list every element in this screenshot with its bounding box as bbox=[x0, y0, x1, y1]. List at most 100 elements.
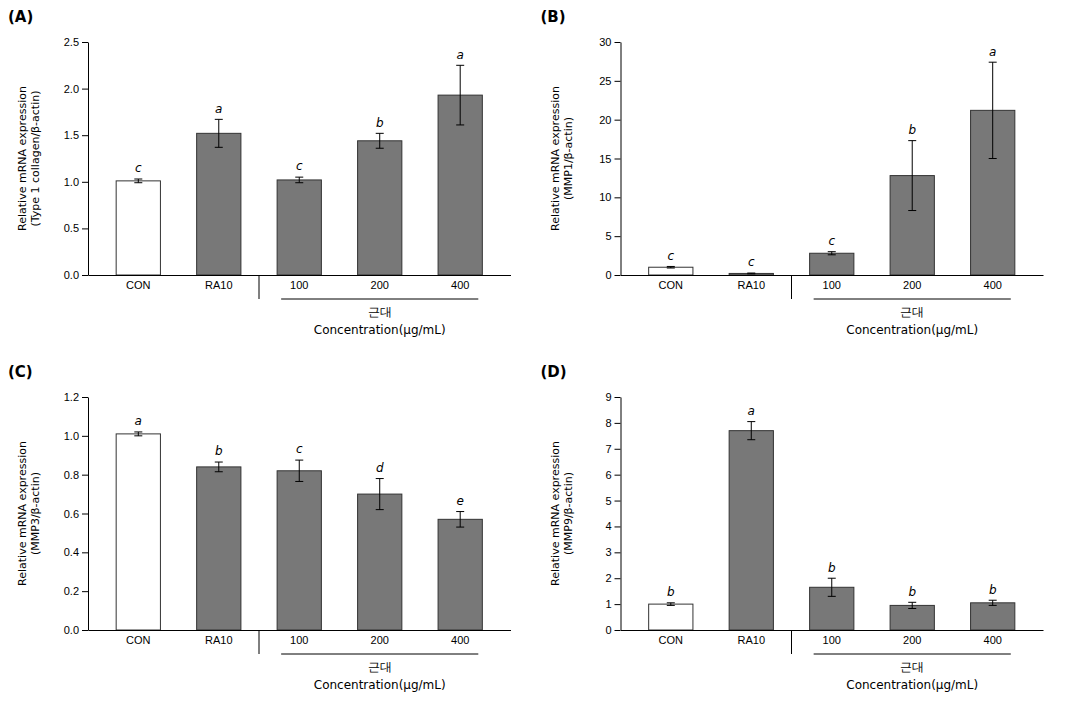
y-axis-title-line: (Type 1 collagen/β-actin) bbox=[29, 90, 42, 226]
y-tick: 20 bbox=[599, 114, 620, 126]
y-tick-label: 0.4 bbox=[64, 546, 79, 558]
error-bar bbox=[989, 62, 997, 158]
sig-labels: abcde bbox=[135, 414, 464, 508]
x-tick: CON bbox=[659, 630, 684, 646]
y-tick-mark bbox=[82, 591, 88, 592]
y-tick: 0 bbox=[605, 624, 620, 636]
sig-labels: cacba bbox=[135, 48, 464, 176]
group-bracket bbox=[814, 299, 1011, 300]
y-tick: 0.6 bbox=[64, 508, 88, 520]
y-tick-label: 6 bbox=[605, 469, 611, 481]
error-bar bbox=[295, 460, 303, 481]
x-tick: 100 bbox=[823, 275, 841, 291]
x-tick: CON bbox=[126, 275, 151, 291]
y-axis-title-line: Relative mRNA expression bbox=[549, 441, 562, 586]
y-tick-mark bbox=[82, 275, 88, 276]
error-bar bbox=[295, 177, 303, 183]
y-axis-title-line: (MMP9/β-actin) bbox=[562, 472, 575, 555]
y-tick: 15 bbox=[599, 153, 620, 165]
group-separator bbox=[791, 275, 792, 299]
y-tick: 0.8 bbox=[64, 469, 88, 481]
error-bar bbox=[376, 479, 384, 510]
x-tick-label: RA10 bbox=[738, 279, 766, 291]
y-tick-label: 5 bbox=[605, 230, 611, 242]
y-tick: 8 bbox=[605, 417, 620, 429]
x-tick: RA10 bbox=[205, 275, 233, 291]
y-tick: 30 bbox=[599, 36, 620, 48]
x-tick: 200 bbox=[903, 630, 921, 646]
y-tick-label: 0 bbox=[605, 624, 611, 636]
bar bbox=[649, 267, 693, 275]
y-tick-label: 0.5 bbox=[64, 222, 79, 234]
sig-label: a bbox=[215, 102, 222, 116]
group-bracket bbox=[281, 654, 478, 655]
group-separator bbox=[259, 630, 260, 654]
x-tick-label: RA10 bbox=[205, 279, 233, 291]
group-separator bbox=[259, 275, 260, 299]
group-separator bbox=[791, 630, 792, 654]
x-tick-label: CON bbox=[126, 634, 151, 646]
error-bar bbox=[828, 578, 836, 596]
error-bar bbox=[215, 119, 223, 147]
bar bbox=[438, 519, 482, 630]
y-tick-mark bbox=[615, 397, 621, 398]
x-tick-label: 200 bbox=[371, 634, 389, 646]
group-bracket bbox=[814, 654, 1011, 655]
y-tick: 3 bbox=[605, 546, 620, 558]
sig-label: a bbox=[135, 414, 142, 428]
y-tick: 0.0 bbox=[64, 269, 88, 281]
error-bar bbox=[908, 602, 916, 608]
sig-label: c bbox=[296, 159, 303, 173]
y-tick-label: 0.0 bbox=[64, 269, 79, 281]
y-tick-label: 15 bbox=[599, 153, 611, 165]
x-axis-line bbox=[89, 275, 512, 276]
bar bbox=[116, 181, 160, 275]
y-tick-label: 2 bbox=[605, 572, 611, 584]
x-tick: CON bbox=[659, 275, 684, 291]
below-axis: 근대Concentration(μg/mL) bbox=[259, 630, 478, 692]
panel: cccba051015202530CONRA10100200400근대Conce… bbox=[549, 36, 1044, 337]
below-axis: 근대Concentration(μg/mL) bbox=[792, 630, 1011, 692]
y-tick-mark bbox=[82, 182, 88, 183]
x-tick-label: 400 bbox=[451, 279, 469, 291]
y-axis-title-line: Relative mRNA expression bbox=[549, 86, 562, 231]
x-tick-label: 100 bbox=[290, 634, 308, 646]
error-bar bbox=[456, 512, 464, 528]
y-tick-label: 1.5 bbox=[64, 129, 79, 141]
bar bbox=[277, 471, 321, 630]
y-tick: 7 bbox=[605, 443, 620, 455]
y-axis-title-line: Relative mRNA expression bbox=[16, 86, 29, 231]
x-tick-label: CON bbox=[659, 634, 684, 646]
error-bar bbox=[376, 133, 384, 148]
y-tick-label: 0.2 bbox=[64, 585, 79, 597]
sig-label: e bbox=[457, 494, 464, 508]
bar bbox=[649, 604, 693, 630]
bar bbox=[277, 180, 321, 275]
x-tick: 200 bbox=[903, 275, 921, 291]
x-tick: 400 bbox=[451, 630, 469, 646]
bar bbox=[358, 494, 402, 630]
y-tick: 5 bbox=[605, 230, 620, 242]
y-tick: 1.2 bbox=[64, 391, 88, 403]
y-tick-mark bbox=[615, 475, 621, 476]
y-tick: 0.4 bbox=[64, 546, 88, 558]
x-tick: 200 bbox=[371, 275, 389, 291]
error-bar bbox=[989, 600, 997, 605]
y-tick-mark bbox=[615, 81, 621, 82]
y-tick-mark bbox=[615, 449, 621, 450]
y-tick-mark bbox=[82, 228, 88, 229]
y-tick-label: 10 bbox=[599, 191, 611, 203]
marks bbox=[116, 432, 482, 630]
y-tick: 0.0 bbox=[64, 624, 88, 636]
y-tick: 9 bbox=[605, 391, 620, 403]
y-tick-label: 25 bbox=[599, 75, 611, 87]
y-axis: 0.00.51.01.52.02.5 bbox=[64, 36, 89, 281]
below-axis: 근대Concentration(μg/mL) bbox=[259, 275, 478, 337]
x-axis-line bbox=[621, 630, 1044, 631]
panel-label: (D) bbox=[541, 363, 567, 381]
y-tick-mark bbox=[82, 135, 88, 136]
y-tick: 4 bbox=[605, 520, 620, 532]
y-tick-mark bbox=[615, 42, 621, 43]
sig-label: c bbox=[828, 234, 835, 248]
x-tick-label: CON bbox=[126, 279, 151, 291]
